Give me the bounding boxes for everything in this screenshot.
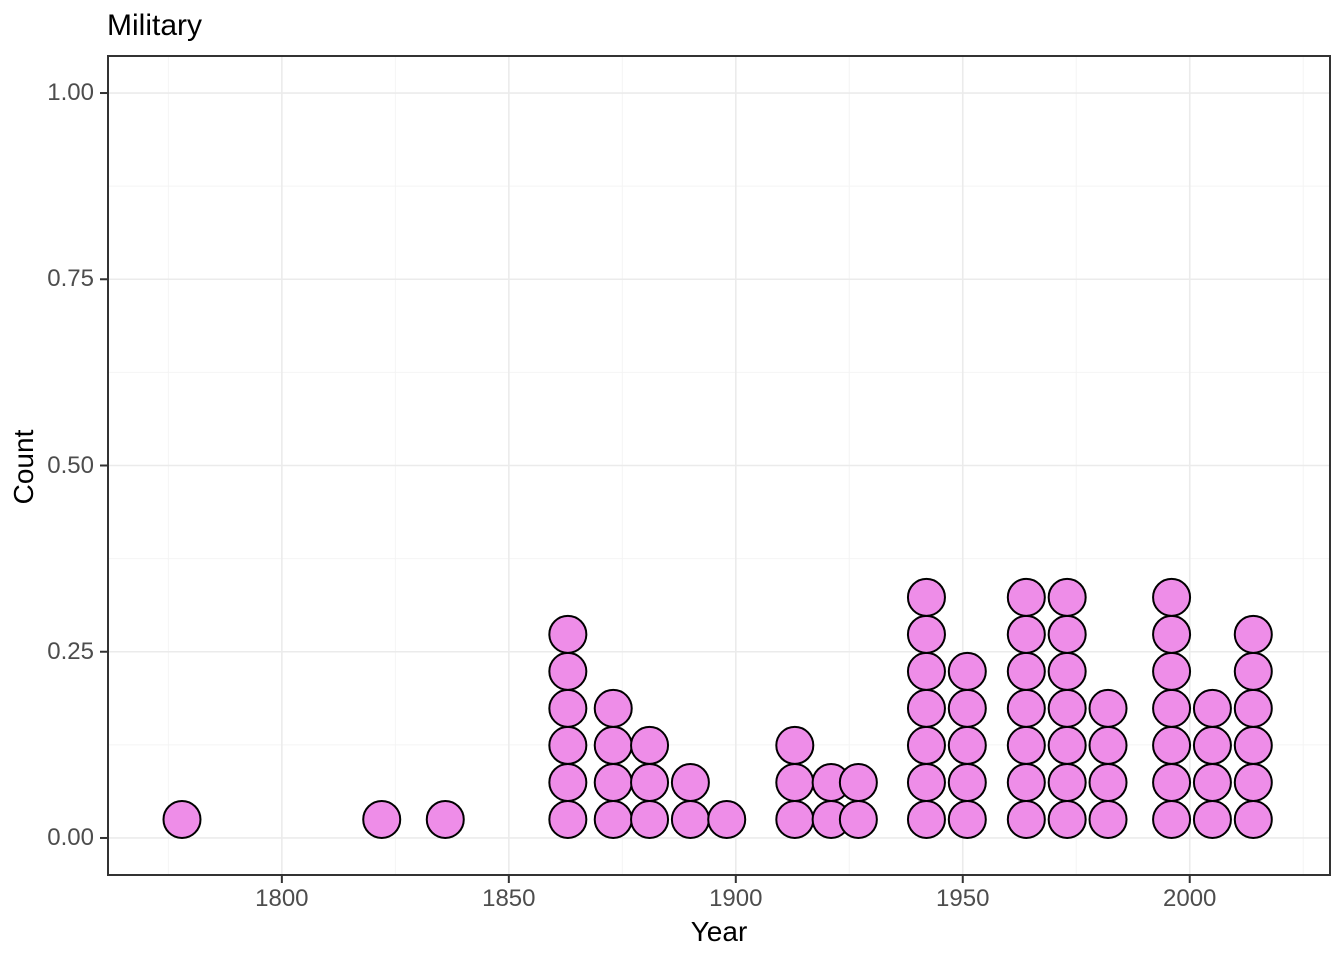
data-dot xyxy=(906,651,946,691)
data-dot xyxy=(1152,762,1192,802)
data-dot xyxy=(1233,762,1273,802)
data-dot xyxy=(630,762,670,802)
data-dot xyxy=(1152,614,1192,654)
data-dot xyxy=(630,799,670,839)
y-tick-label: 1.00 xyxy=(47,79,94,107)
data-dot xyxy=(947,651,987,691)
data-dot xyxy=(1192,688,1232,728)
data-dot xyxy=(947,688,987,728)
data-dot xyxy=(1192,725,1232,765)
plot-title: Military xyxy=(107,9,202,42)
data-dot xyxy=(1152,725,1192,765)
data-dot xyxy=(1006,651,1046,691)
data-dot xyxy=(1047,577,1087,617)
data-dot xyxy=(1047,762,1087,802)
data-dot xyxy=(1152,651,1192,691)
data-dot xyxy=(1006,725,1046,765)
data-dot xyxy=(670,799,710,839)
data-dot xyxy=(162,799,202,839)
x-axis-title: Year xyxy=(690,916,748,947)
data-dot xyxy=(593,799,633,839)
data-dot xyxy=(906,614,946,654)
data-dot xyxy=(838,762,878,802)
data-dot xyxy=(1006,614,1046,654)
data-dot xyxy=(906,688,946,728)
x-tick-label: 1900 xyxy=(709,885,763,912)
data-dot xyxy=(1047,614,1087,654)
data-dot xyxy=(1088,725,1128,765)
data-dot xyxy=(838,799,878,839)
data-dot xyxy=(1233,725,1273,765)
data-dot xyxy=(1152,799,1192,839)
data-dot xyxy=(906,725,946,765)
data-dot xyxy=(1006,799,1046,839)
data-dot xyxy=(1006,688,1046,728)
data-dot xyxy=(593,688,633,728)
y-tick-label: 0.00 xyxy=(47,823,94,851)
data-dot xyxy=(548,651,588,691)
data-dot xyxy=(1233,688,1273,728)
y-tick-label: 0.25 xyxy=(47,637,94,665)
x-tick-label: 1950 xyxy=(936,885,990,912)
x-tick-label: 1800 xyxy=(255,885,309,912)
y-tick-label: 0.50 xyxy=(47,451,94,479)
data-dot xyxy=(906,799,946,839)
data-dot xyxy=(906,577,946,617)
data-dot xyxy=(593,762,633,802)
data-dot xyxy=(548,688,588,728)
data-dot xyxy=(548,799,588,839)
data-dot xyxy=(1233,651,1273,691)
data-dot xyxy=(1047,725,1087,765)
data-dot xyxy=(670,762,710,802)
data-dot xyxy=(630,725,670,765)
data-dot xyxy=(947,799,987,839)
data-dot xyxy=(1047,799,1087,839)
data-dot xyxy=(1233,614,1273,654)
data-dot xyxy=(1047,688,1087,728)
data-dot xyxy=(1006,762,1046,802)
data-dot xyxy=(1088,688,1128,728)
data-dot xyxy=(1192,799,1232,839)
data-dot xyxy=(947,725,987,765)
data-dot xyxy=(775,725,815,765)
data-dot xyxy=(362,799,402,839)
data-dot xyxy=(1152,577,1192,617)
data-dot xyxy=(593,725,633,765)
data-dot xyxy=(775,762,815,802)
data-dot xyxy=(1233,799,1273,839)
data-dot xyxy=(425,799,465,839)
data-dot xyxy=(548,762,588,802)
data-dot xyxy=(548,725,588,765)
data-dot xyxy=(707,799,747,839)
data-dot xyxy=(548,614,588,654)
data-dot xyxy=(1006,577,1046,617)
data-dot xyxy=(947,762,987,802)
data-dot xyxy=(906,762,946,802)
data-dot xyxy=(1152,688,1192,728)
data-dot xyxy=(775,799,815,839)
data-dot xyxy=(1047,651,1087,691)
data-dot xyxy=(1088,799,1128,839)
y-tick-label: 0.75 xyxy=(47,265,94,293)
x-tick-label: 1850 xyxy=(482,885,536,912)
x-tick-label: 2000 xyxy=(1163,885,1217,912)
data-dot xyxy=(1192,762,1232,802)
data-dot xyxy=(1088,762,1128,802)
